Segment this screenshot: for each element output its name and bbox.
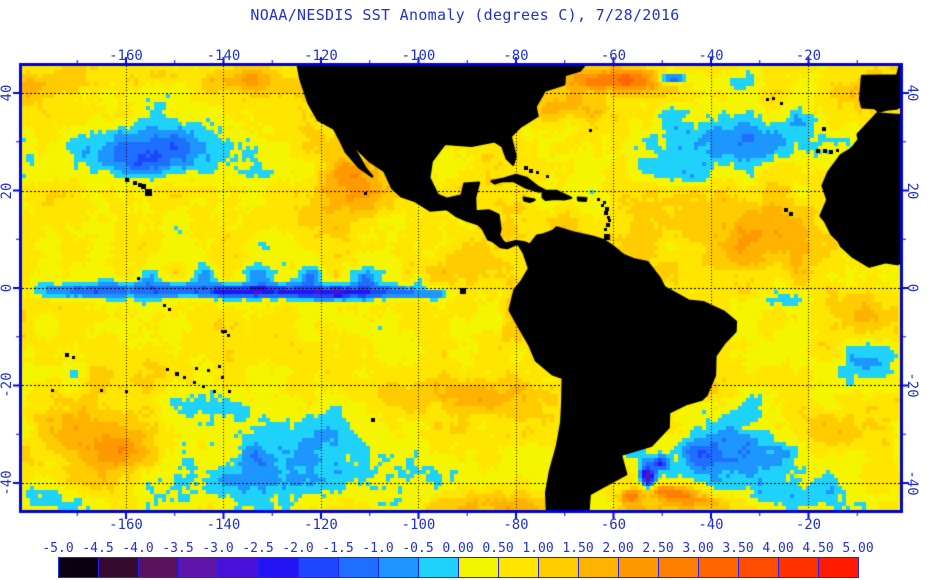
lat-tick-label-right: -40 xyxy=(904,470,920,496)
colorbar-cell xyxy=(338,557,379,578)
lat-tick-label-left: 0 xyxy=(0,283,15,293)
colorbar-cell xyxy=(458,557,499,578)
lat-tick-label-left: 40 xyxy=(0,84,15,102)
colorbar-label: 5.00 xyxy=(842,541,874,556)
colorbar-cell xyxy=(698,557,739,578)
colorbar-label: -4.0 xyxy=(122,541,154,556)
lat-tick-label-left: -40 xyxy=(0,470,15,496)
lon-tick-label-bottom: -60 xyxy=(600,517,627,533)
lon-tick-label-top: -160 xyxy=(109,48,143,64)
colorbar-label: 4.00 xyxy=(762,541,794,556)
colorbar-cell xyxy=(418,557,459,578)
lon-tick-label-bottom: -20 xyxy=(795,517,822,533)
lat-tick-label-right: -20 xyxy=(904,372,920,399)
colorbar-label: -5.0 xyxy=(42,541,74,556)
lon-tick-label-bottom: -160 xyxy=(109,517,143,533)
lat-tick-label-left: -20 xyxy=(0,372,15,399)
colorbar-label: -3.0 xyxy=(202,541,234,556)
colorbar-cell xyxy=(658,557,699,578)
lon-tick-label-top: -60 xyxy=(600,48,627,64)
lon-tick-label-bottom: -120 xyxy=(304,517,338,533)
colorbar-cell xyxy=(98,557,139,578)
colorbar-cell xyxy=(378,557,419,578)
colorbar-label: 1.50 xyxy=(562,541,594,556)
colorbar-label: -2.0 xyxy=(282,541,314,556)
lon-tick-label-bottom: -100 xyxy=(401,517,436,533)
lon-tick-label-top: -40 xyxy=(698,48,724,64)
colorbar-cell xyxy=(298,557,339,578)
colorbar-label: 2.50 xyxy=(642,541,674,556)
chart-title: NOAA/NESDIS SST Anomaly (degrees C), 7/2… xyxy=(250,6,680,24)
colorbar-label: -3.5 xyxy=(162,541,194,556)
colorbar-cell xyxy=(818,557,859,578)
colorbar-cell xyxy=(138,557,179,578)
lon-tick-label-top: -140 xyxy=(206,48,241,64)
colorbar-label: 2.00 xyxy=(602,541,634,556)
colorbar-label: 0.50 xyxy=(482,541,514,556)
colorbar-label: 1.00 xyxy=(522,541,554,556)
lon-tick-label-top: -120 xyxy=(304,48,338,64)
colorbar-label: 4.50 xyxy=(802,541,834,556)
lat-tick-label-right: 0 xyxy=(904,283,920,293)
colorbar-cell xyxy=(498,557,539,578)
colorbar-cell xyxy=(538,557,579,578)
colorbar-label: -4.5 xyxy=(82,541,114,556)
colorbar-cell xyxy=(778,557,819,578)
colorbar-label: -1.0 xyxy=(362,541,394,556)
colorbar-label: -0.5 xyxy=(402,541,434,556)
colorbar-cell xyxy=(258,557,299,578)
lon-tick-label-bottom: -80 xyxy=(503,517,529,533)
lon-tick-label-top: -100 xyxy=(401,48,436,64)
colorbar-label: 3.50 xyxy=(722,541,754,556)
lat-tick-label-right: 40 xyxy=(904,84,920,102)
colorbar-cell xyxy=(738,557,779,578)
lat-tick-label-left: 20 xyxy=(0,182,15,199)
colorbar-label: 3.00 xyxy=(682,541,714,556)
colorbar-label: 0.00 xyxy=(442,541,474,556)
lon-tick-label-top: -20 xyxy=(795,48,822,64)
lon-tick-label-bottom: -40 xyxy=(698,517,724,533)
colorbar-label: -2.5 xyxy=(242,541,274,556)
colorbar-cell xyxy=(578,557,619,578)
colorbar-cell xyxy=(178,557,219,578)
colorbar-label: -1.5 xyxy=(322,541,354,556)
colorbar-cell xyxy=(618,557,659,578)
colorbar-cell xyxy=(218,557,259,578)
colorbar-cell xyxy=(58,557,99,578)
lon-tick-label-bottom: -140 xyxy=(206,517,241,533)
lat-tick-label-right: 20 xyxy=(904,182,920,199)
lon-tick-label-top: -80 xyxy=(503,48,529,64)
